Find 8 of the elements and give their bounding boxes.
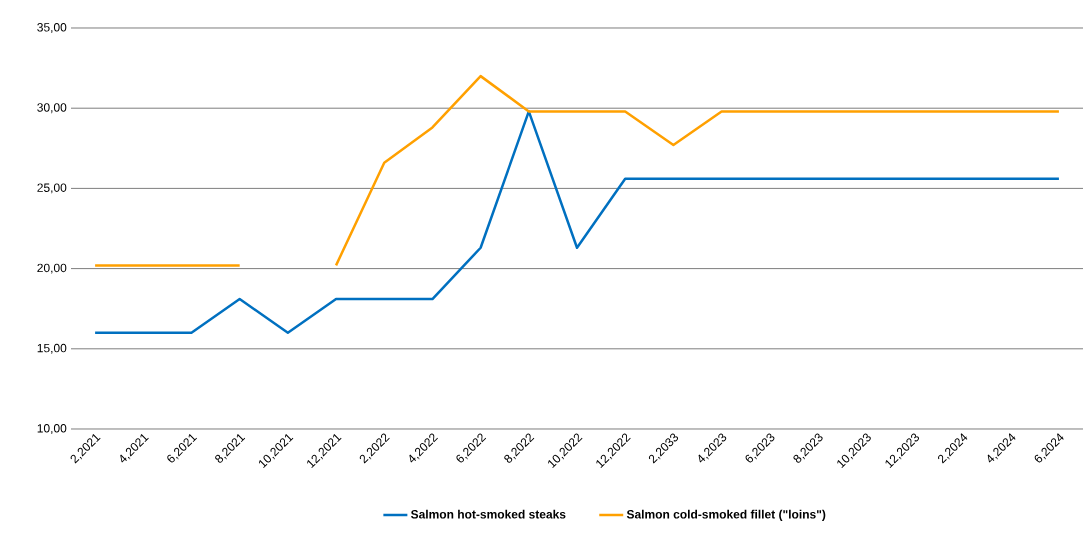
legend-label: Salmon cold-smoked fillet ("loins") <box>626 509 826 521</box>
y-tick-label: 15,00 <box>37 343 67 354</box>
y-tick-label: 25,00 <box>37 183 67 194</box>
y-tick-label: 30,00 <box>37 103 67 114</box>
legend-label: Salmon hot-smoked steaks <box>410 509 566 519</box>
y-tick-label: 35,00 <box>37 23 67 33</box>
y-tick-label: 20,00 <box>37 263 67 274</box>
y-tick-label: 10,00 <box>37 424 67 434</box>
